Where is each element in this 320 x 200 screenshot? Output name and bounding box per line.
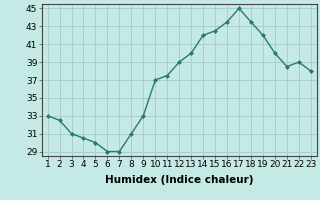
X-axis label: Humidex (Indice chaleur): Humidex (Indice chaleur) bbox=[105, 175, 253, 185]
